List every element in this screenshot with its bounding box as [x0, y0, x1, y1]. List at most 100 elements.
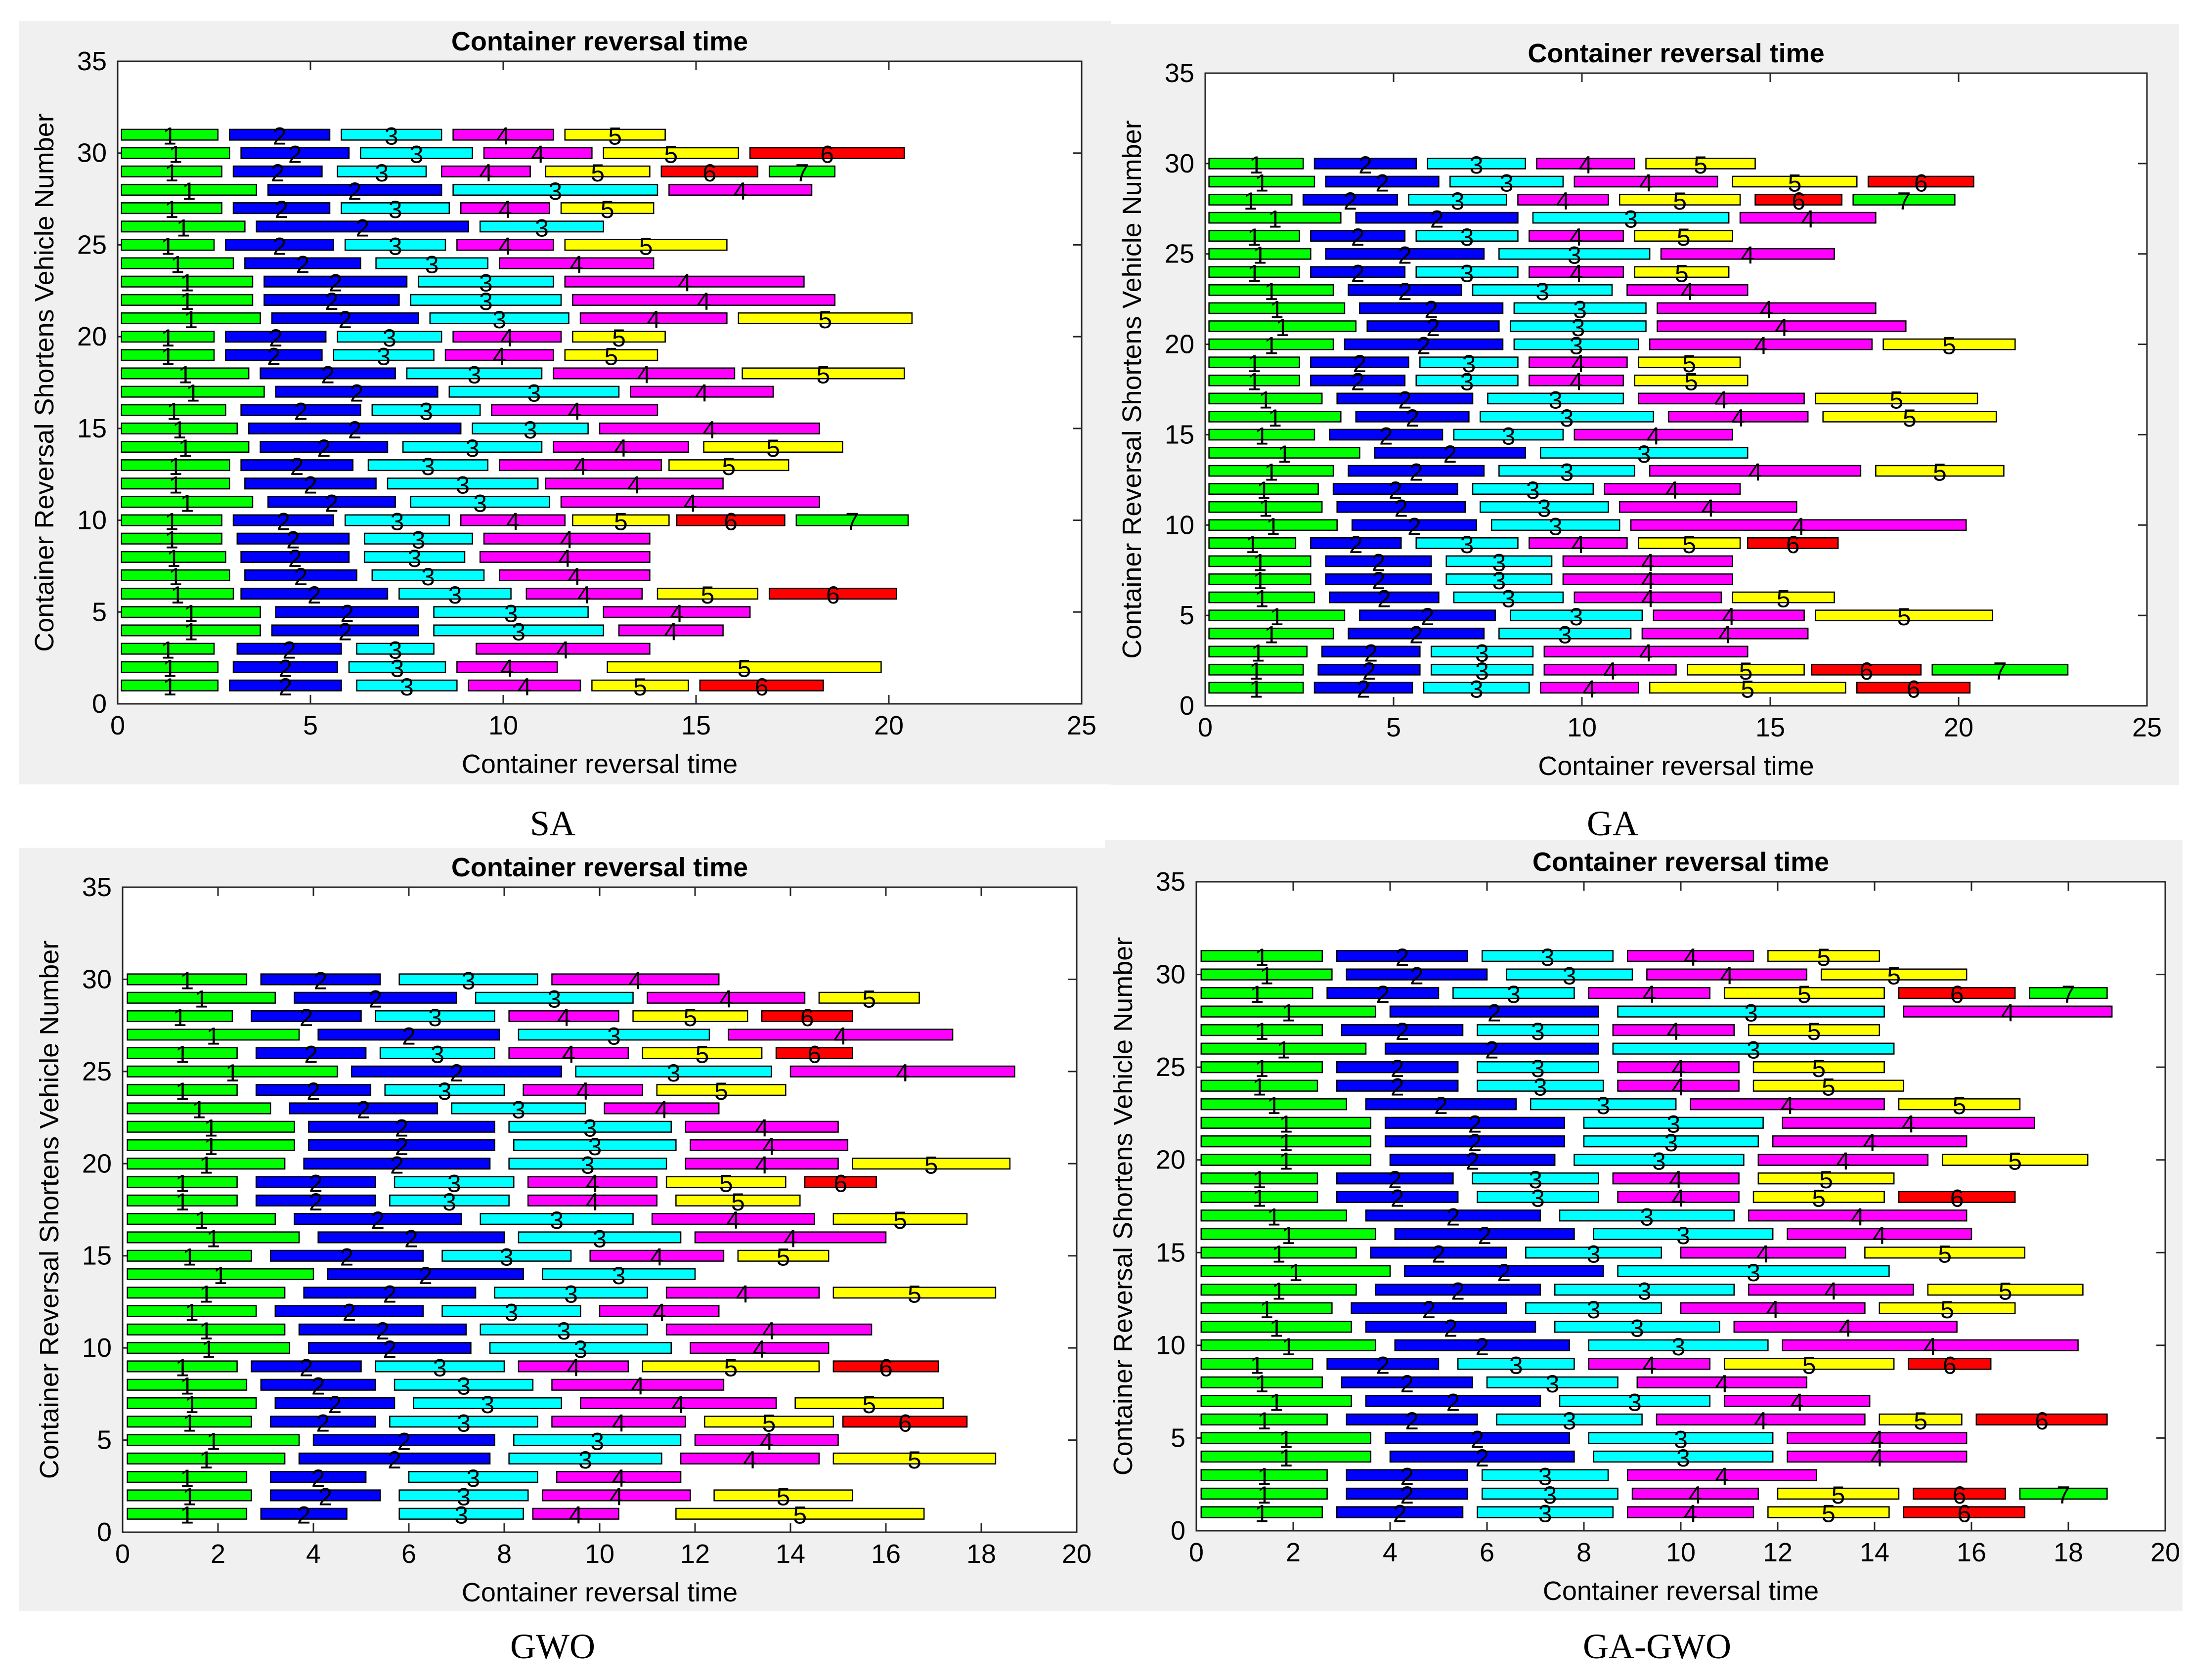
task-bar: [1208, 519, 1338, 531]
task-bar: [413, 1397, 563, 1410]
task-bar: [441, 1249, 572, 1262]
task-label: 3: [1563, 1407, 1576, 1435]
task-label: 5: [1819, 1166, 1833, 1194]
task-label: 7: [845, 508, 859, 536]
task-bar: [398, 588, 512, 600]
task-bar: [1477, 1506, 1614, 1518]
task-label: 2: [1400, 1481, 1414, 1509]
task-label: 6: [807, 1041, 821, 1069]
task-bar: [1617, 1061, 1740, 1074]
task-label: 3: [391, 508, 404, 536]
x-tick-label: 20: [874, 711, 904, 740]
task-label: 6: [833, 1170, 847, 1198]
x-axis-label: Container reversal time: [462, 1578, 738, 1607]
task-bar: [1336, 1061, 1459, 1074]
task-label: 2: [402, 1022, 416, 1050]
task-bar: [1509, 609, 1643, 621]
task-bar: [271, 624, 419, 637]
task-bar: [452, 129, 554, 141]
task-label: 3: [1535, 278, 1549, 305]
task-label: 1: [180, 489, 194, 517]
task-bar: [1200, 1117, 1372, 1129]
task-bar: [121, 367, 250, 380]
task-bar: [1200, 949, 1323, 962]
task-label: 1: [1268, 206, 1282, 233]
x-tick-label: 12: [680, 1539, 710, 1569]
task-bar: [127, 1010, 233, 1023]
task-bar: [1574, 591, 1722, 603]
task-bar: [1505, 968, 1633, 981]
y-tick-label: 0: [92, 689, 107, 719]
task-label: 4: [556, 637, 570, 664]
task-bar: [1543, 646, 1749, 658]
task-label: 1: [1259, 495, 1272, 522]
task-bar: [127, 1158, 286, 1170]
task-bar: [298, 1323, 467, 1335]
task-label: 6: [1957, 1500, 1971, 1527]
task-bar: [508, 1047, 629, 1059]
task-bar: [127, 1360, 238, 1373]
task-bar: [603, 147, 740, 159]
task-bar: [551, 1378, 725, 1391]
x-tick-label: 4: [1383, 1538, 1398, 1567]
caption-ga-gwo: GA-GWO: [1583, 1627, 1731, 1666]
task-bar: [121, 331, 215, 343]
task-label: 4: [896, 1059, 910, 1087]
task-bar: [1733, 1321, 1958, 1333]
task-bar: [1747, 537, 1839, 549]
y-tick-label: 20: [1165, 330, 1194, 359]
task-bar: [1326, 1358, 1440, 1370]
task-bar: [1208, 212, 1342, 224]
task-label: 2: [1398, 386, 1412, 414]
task-label: 2: [1421, 603, 1435, 631]
task-label: 6: [820, 141, 834, 169]
task-label: 4: [1722, 603, 1736, 631]
task-bar: [1208, 501, 1323, 513]
task-label: 2: [338, 618, 352, 646]
task-bar: [1208, 266, 1300, 278]
y-tick-label: 0: [1171, 1516, 1185, 1546]
task-bar: [240, 551, 350, 563]
task-bar: [1787, 1432, 1968, 1444]
task-label: 1: [163, 655, 176, 683]
task-label: 1: [1255, 1018, 1268, 1045]
task-label: 4: [496, 123, 510, 150]
task-label: 4: [1639, 169, 1653, 197]
task-bar: [1415, 266, 1519, 278]
task-label: 3: [547, 986, 561, 1013]
task-label: 4: [1641, 585, 1655, 613]
task-label: 7: [1897, 187, 1911, 215]
task-label: 3: [1676, 1444, 1690, 1472]
task-label: 4: [1838, 1314, 1852, 1342]
task-bar: [1645, 158, 1756, 170]
task-bar: [618, 624, 724, 637]
x-tick-label: 6: [1480, 1538, 1494, 1567]
task-bar: [1200, 1339, 1376, 1351]
task-label: 2: [278, 655, 292, 683]
task-label: 3: [1533, 1074, 1547, 1101]
task-bar: [121, 165, 222, 177]
task-label: 3: [1638, 1277, 1652, 1305]
task-label: 2: [395, 1133, 409, 1161]
task-label: 3: [454, 1502, 468, 1529]
task-label: 1: [165, 526, 178, 554]
task-label: 2: [355, 214, 369, 242]
task-label: 3: [1460, 531, 1474, 559]
task-bar: [604, 1102, 720, 1115]
task-bar: [232, 165, 323, 177]
task-bar: [737, 1249, 830, 1262]
task-label: 5: [719, 1170, 733, 1198]
task-label: 5: [1953, 1092, 1967, 1120]
task-label: 4: [762, 1317, 776, 1345]
task-label: 5: [1889, 386, 1903, 414]
y-tick-label: 30: [1156, 960, 1185, 990]
task-label: 4: [1766, 1296, 1780, 1324]
task-label: 4: [1792, 513, 1805, 540]
task-label: 3: [1573, 296, 1587, 323]
task-label: 5: [722, 453, 736, 480]
task-label: 5: [2008, 1148, 2022, 1175]
task-label: 3: [1500, 169, 1514, 197]
task-label: 2: [1430, 206, 1444, 233]
task-bar: [1394, 1339, 1570, 1351]
